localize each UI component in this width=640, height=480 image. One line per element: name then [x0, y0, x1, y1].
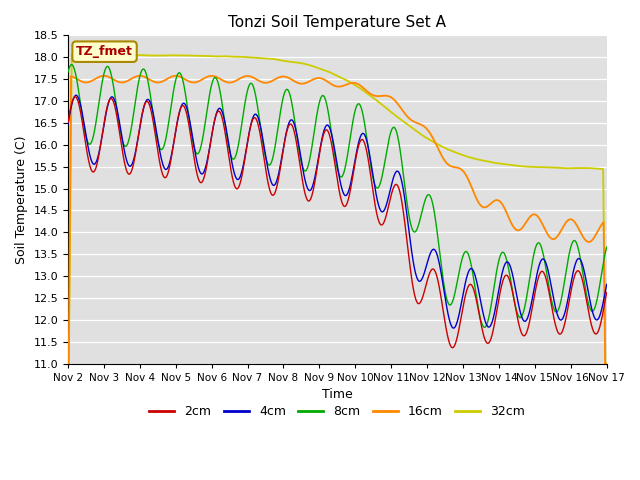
- Text: TZ_fmet: TZ_fmet: [76, 45, 133, 58]
- Y-axis label: Soil Temperature (C): Soil Temperature (C): [15, 135, 28, 264]
- Legend: 2cm, 4cm, 8cm, 16cm, 32cm: 2cm, 4cm, 8cm, 16cm, 32cm: [145, 400, 531, 423]
- X-axis label: Time: Time: [322, 388, 353, 401]
- Title: Tonzi Soil Temperature Set A: Tonzi Soil Temperature Set A: [228, 15, 446, 30]
